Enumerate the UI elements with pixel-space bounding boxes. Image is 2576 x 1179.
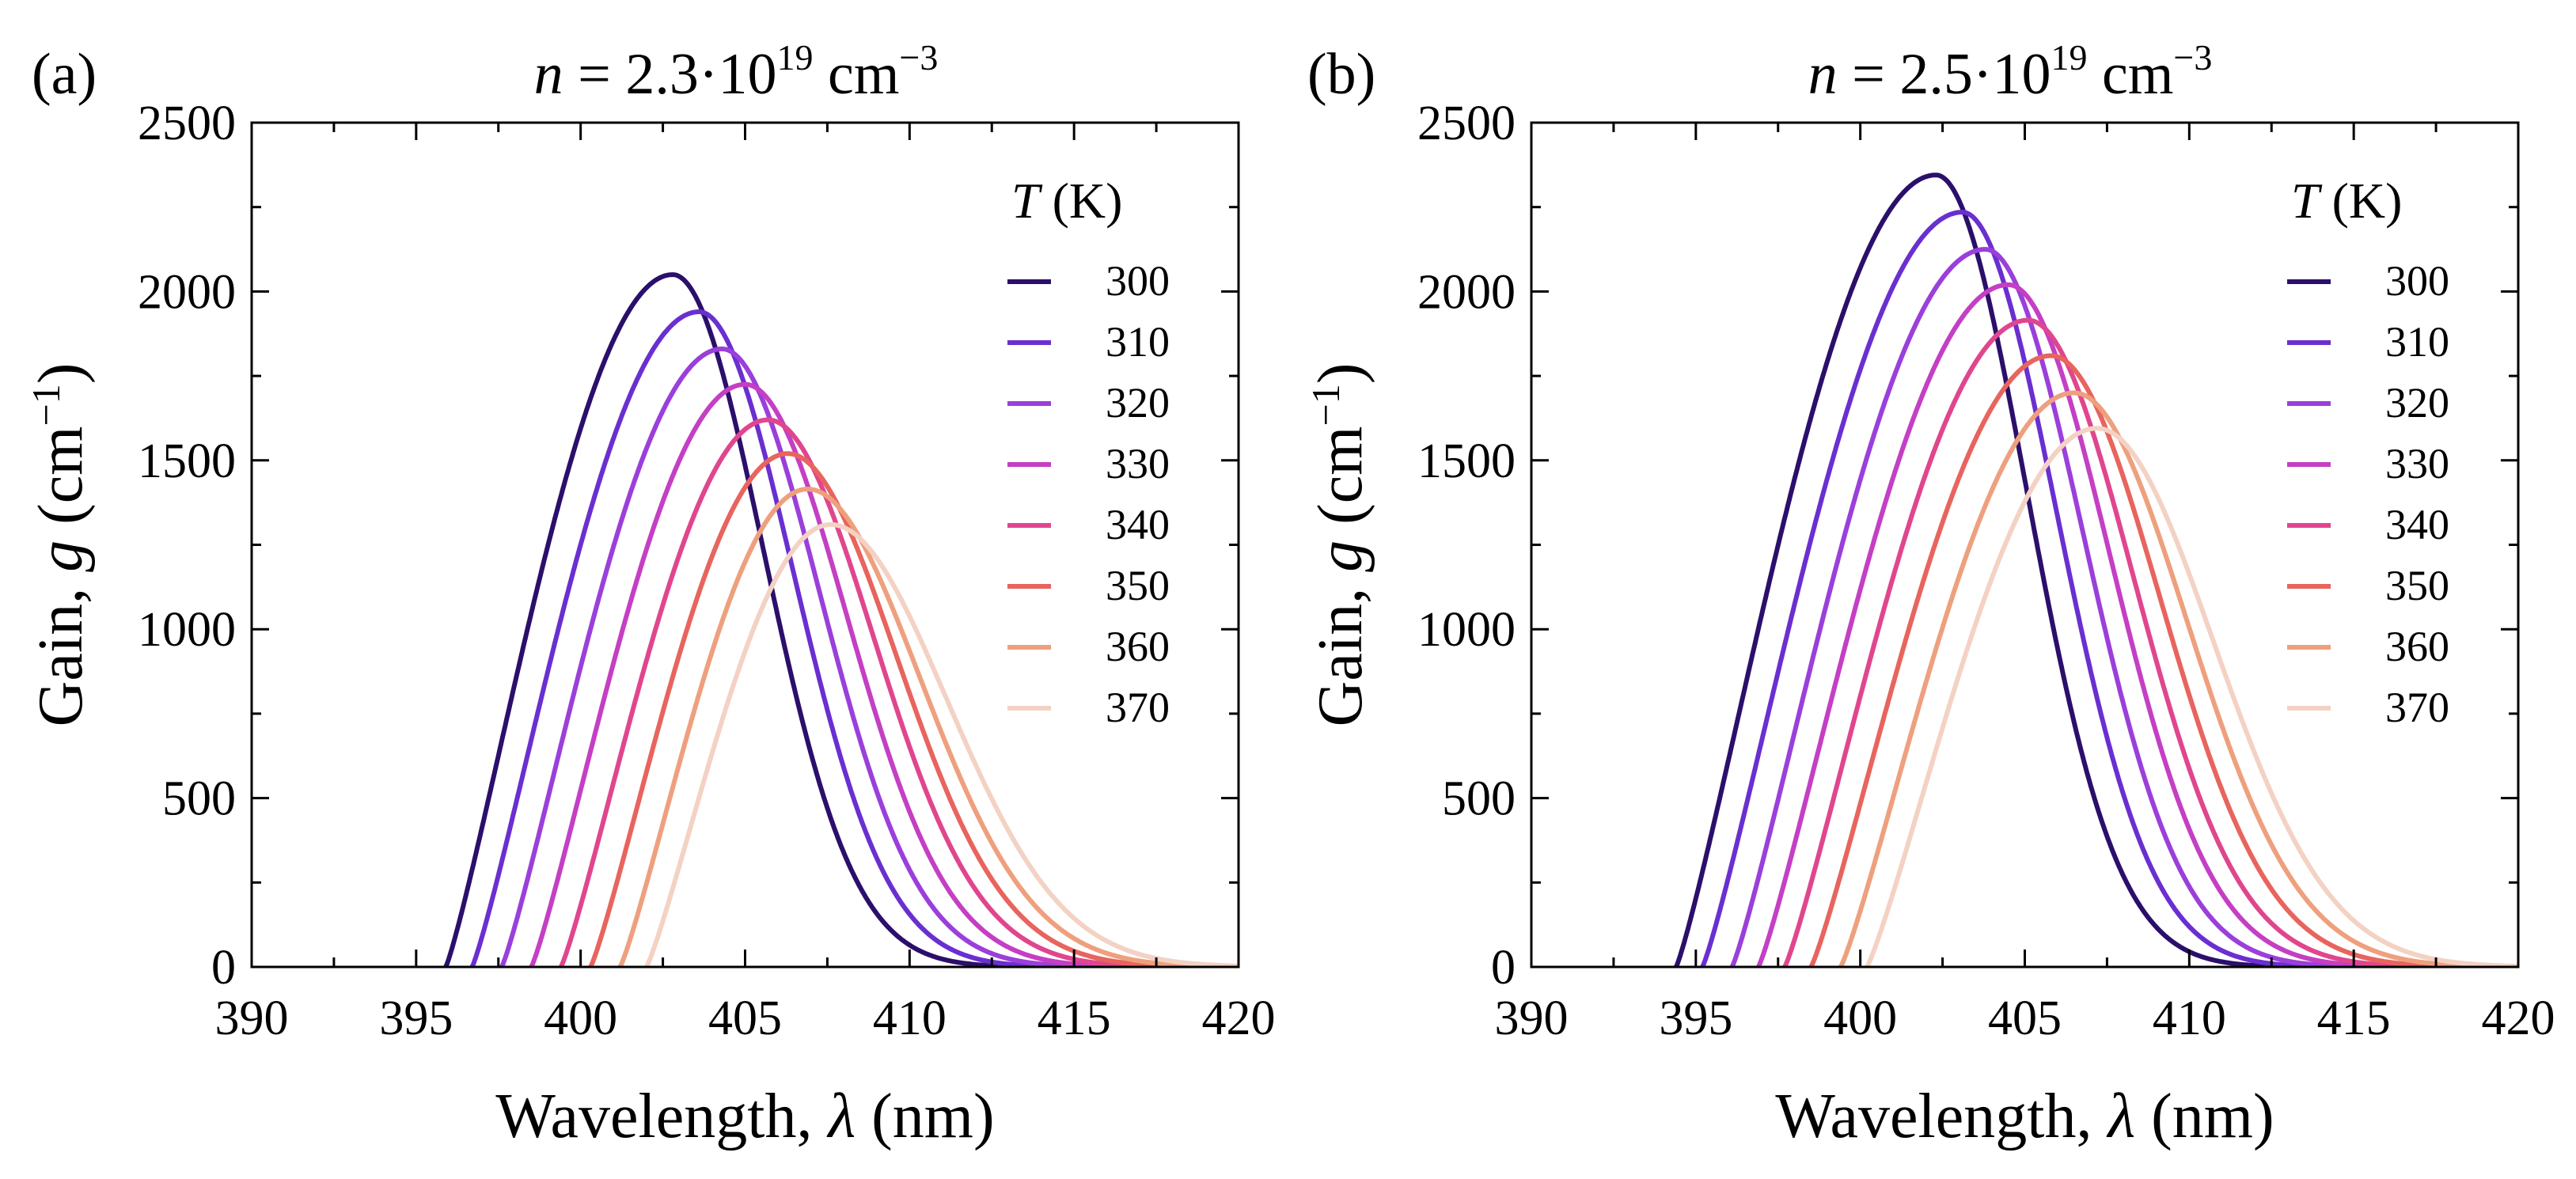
series-line-370: [1865, 426, 2518, 967]
x-tick-label: 390: [1495, 991, 1569, 1045]
y-tick-label: 2000: [138, 265, 236, 319]
x-axis-title: Wavelength, λ (nm): [495, 1082, 994, 1151]
y-tick-label: 1500: [138, 434, 236, 488]
y-tick-label: 1000: [1417, 603, 1516, 657]
curves: [1674, 172, 2518, 967]
legend-label-360: 360: [2385, 623, 2449, 670]
x-tick-label: 410: [2153, 991, 2226, 1045]
series-line-310: [1700, 210, 2518, 967]
legend-label-310: 310: [2385, 318, 2449, 366]
legend-label-320: 320: [2385, 379, 2449, 426]
x-tick-label: 420: [1202, 991, 1276, 1045]
x-tick-label: 420: [2482, 991, 2555, 1045]
plot-frame: [250, 121, 1240, 969]
x-tick-label: 405: [1988, 991, 2062, 1045]
y-axis-title: Gain, g (cm−1): [24, 363, 96, 727]
legend-label-350: 350: [2385, 562, 2449, 609]
legend-label-330: 330: [2385, 440, 2449, 487]
y-tick-label: 2500: [138, 97, 236, 150]
y-axis-title: Gain, g (cm−1): [1303, 363, 1375, 727]
panel-label: (a): [32, 42, 97, 107]
series-line-370: [644, 521, 1239, 967]
panel-b: 390 395 400 405 410 415 420 0 500 1000 1500 2000 250…: [1303, 37, 2555, 1151]
x-tick-label: 395: [379, 991, 453, 1045]
legend-label-360: 360: [1106, 623, 1170, 670]
x-tick-label: 400: [1823, 991, 1897, 1045]
legend-label-350: 350: [1106, 562, 1170, 609]
panel-title: n = 2.5·1019 cm−3: [1808, 37, 2213, 107]
y-tick-label: 1500: [1417, 434, 1516, 488]
legend-label-340: 340: [2385, 501, 2449, 548]
panel-title: n = 2.3·1019 cm−3: [534, 37, 939, 107]
legend-label-330: 330: [1106, 440, 1170, 487]
series-line-300: [443, 272, 1239, 967]
legend-label-300: 300: [2385, 257, 2449, 305]
y-tick-label: 0: [211, 941, 236, 995]
legend-label-320: 320: [1106, 379, 1170, 426]
legend-label-300: 300: [1106, 257, 1170, 305]
legend-label-370: 370: [2385, 684, 2449, 731]
legend-title: T (K): [2291, 172, 2402, 229]
legend-label-310: 310: [1106, 318, 1170, 366]
x-tick-label: 400: [544, 991, 617, 1045]
y-tick-label: 2500: [1417, 97, 1516, 150]
series-line-350: [588, 451, 1239, 967]
x-tick-label: 415: [2317, 991, 2391, 1045]
x-tick-label: 415: [1038, 991, 1111, 1045]
legend: T (K) 300 310 320 330 340 350 360 370: [2287, 172, 2449, 731]
series-line-300: [1674, 172, 2518, 967]
series-line-360: [617, 487, 1239, 967]
panel-a: 390 395 400 405 410 415 420 0 500 1000 1500 2000 250…: [24, 37, 1276, 1151]
y-tick-label: 1000: [138, 603, 236, 657]
series-line-340: [1782, 317, 2518, 967]
y-tick-label: 2000: [1417, 265, 1516, 319]
x-tick-label: 390: [215, 991, 289, 1045]
y-tick-label: 500: [162, 772, 236, 826]
series-line-350: [1808, 353, 2518, 967]
legend-title: T (K): [1011, 172, 1122, 229]
x-tick-label: 405: [708, 991, 782, 1045]
y-tick-label: 0: [1491, 941, 1516, 995]
legend-label-370: 370: [1106, 684, 1170, 731]
x-tick-label: 395: [1659, 991, 1732, 1045]
legend-label-340: 340: [1106, 501, 1170, 548]
legend: T (K) 300 310 320 330 340 350 360 370: [1007, 172, 1170, 731]
x-axis-title: Wavelength, λ (nm): [1775, 1082, 2274, 1151]
y-tick-label: 500: [1442, 772, 1516, 826]
plot-frame: [1530, 121, 2520, 969]
x-tick-label: 410: [873, 991, 947, 1045]
series-line-360: [1838, 390, 2518, 967]
panel-label: (b): [1307, 42, 1375, 107]
